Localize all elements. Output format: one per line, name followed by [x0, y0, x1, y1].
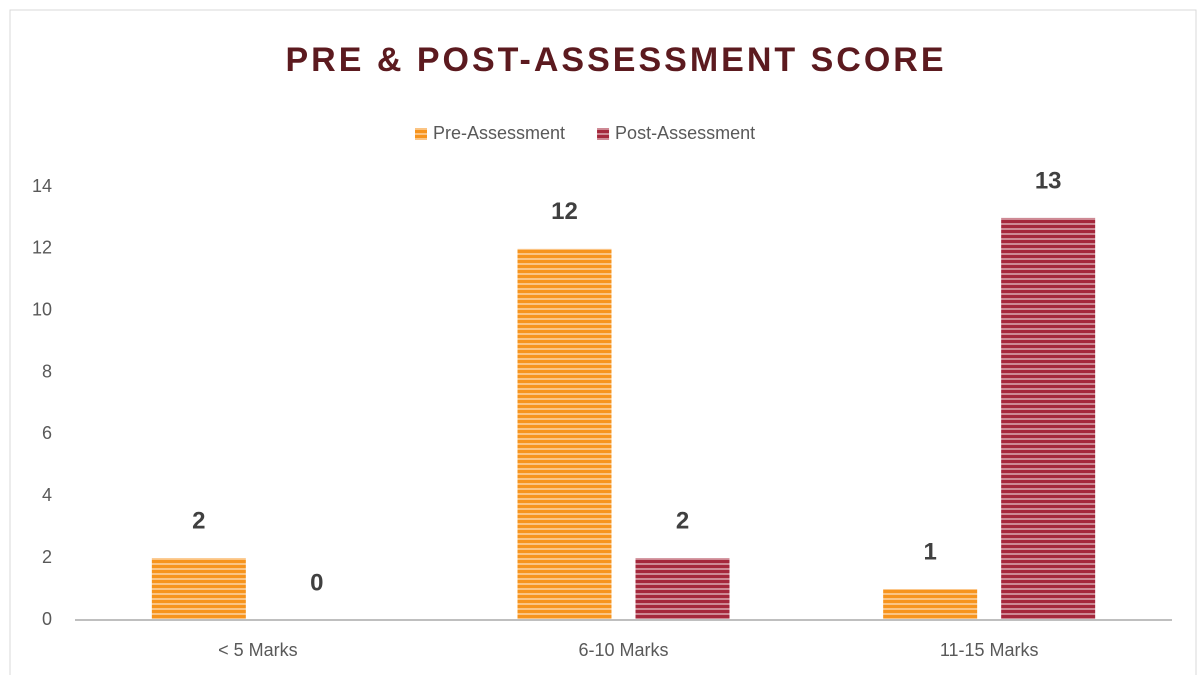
- legend-label: Pre-Assessment: [433, 123, 565, 143]
- bar: [635, 558, 730, 620]
- y-tick-label: 2: [42, 547, 52, 567]
- y-tick-label: 6: [42, 423, 52, 443]
- y-tick-label: 4: [42, 485, 52, 505]
- chart-title: PRE & POST-ASSESSMENT SCORE: [286, 41, 947, 79]
- x-tick-label: < 5 Marks: [218, 640, 298, 660]
- x-tick-label: 6-10 Marks: [578, 640, 668, 660]
- data-label: 2: [676, 507, 689, 534]
- data-label: 12: [551, 198, 578, 225]
- y-tick-label: 12: [32, 238, 52, 258]
- bar: [1001, 217, 1096, 620]
- legend-swatch: [415, 128, 427, 140]
- data-label: 1: [923, 538, 936, 565]
- legend-swatch: [597, 128, 610, 140]
- x-tick-label: 11-15 Marks: [940, 640, 1039, 660]
- y-tick-label: 0: [42, 609, 52, 629]
- data-label: 13: [1035, 167, 1062, 194]
- data-label: 0: [310, 569, 323, 596]
- y-tick-label: 10: [32, 299, 52, 319]
- legend-label: Post-Assessment: [615, 123, 755, 143]
- y-tick-label: 14: [32, 176, 52, 196]
- y-tick-label: 8: [42, 361, 52, 381]
- bar: [883, 589, 978, 620]
- data-label: 2: [192, 507, 205, 534]
- bar: [517, 248, 612, 620]
- bar: [151, 558, 246, 620]
